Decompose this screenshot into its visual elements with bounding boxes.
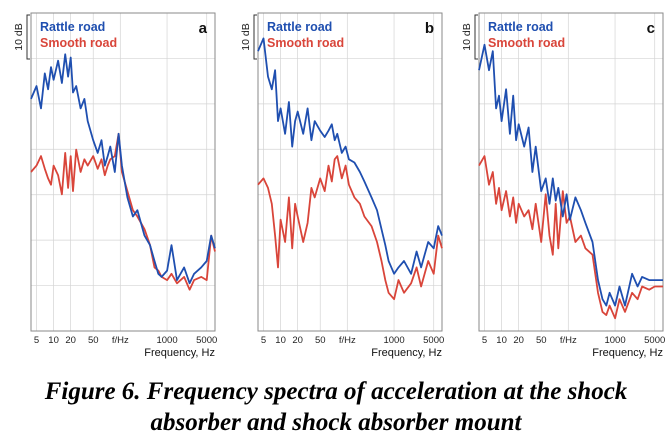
x-tick-label: 5000: [196, 335, 217, 346]
legend-smooth-road: Smooth road: [40, 36, 117, 50]
x-tick-label: 20: [292, 335, 303, 346]
x-axis-label: Frequency, Hz: [592, 347, 663, 359]
x-tick-label: 10: [275, 335, 286, 346]
figure-caption: Figure 6. Frequency spectra of accelerat…: [0, 376, 672, 438]
x-tick-label: 20: [513, 335, 524, 346]
x-tick-label: f/Hz: [112, 335, 129, 346]
x-tick-label: 5000: [423, 335, 444, 346]
scale-label: 10 dB: [13, 23, 25, 50]
scale-bracket: [253, 14, 257, 60]
legend-rattle-road: Rattle road: [267, 20, 332, 34]
legend-rattle-road: Rattle road: [488, 20, 553, 34]
x-tick-label: 5: [34, 335, 39, 346]
series-line-rattle-road: [30, 53, 216, 285]
x-tick-label: 50: [536, 335, 547, 346]
x-tick-label: 5: [482, 335, 487, 346]
x-tick-label: 50: [315, 335, 326, 346]
panel-label: c: [647, 20, 655, 37]
scale-label: 10 dB: [240, 23, 252, 50]
series-line-rattle-road: [257, 37, 443, 275]
x-tick-label: 5: [261, 335, 266, 346]
x-tick-label: f/Hz: [339, 335, 356, 346]
x-tick-label: 20: [65, 335, 76, 346]
panel-label: b: [425, 20, 434, 37]
x-tick-label: 1000: [156, 335, 177, 346]
series-line-rattle-road: [478, 43, 663, 307]
x-tick-label: 1000: [383, 335, 404, 346]
scale-label: 10 dB: [461, 23, 473, 50]
x-tick-label: 1000: [604, 335, 625, 346]
plot-frame: [478, 12, 664, 332]
x-tick-label: 50: [88, 335, 99, 346]
series-line-smooth-road: [30, 132, 216, 291]
scale-bracket: [26, 14, 30, 60]
x-tick-label: f/Hz: [560, 335, 577, 346]
series-line-smooth-road: [257, 155, 443, 301]
scale-bracket: [474, 14, 478, 60]
plot-frame: [257, 12, 443, 332]
series-line-smooth-road: [478, 155, 663, 320]
legend-rattle-road: Rattle road: [40, 20, 105, 34]
legend-smooth-road: Smooth road: [488, 36, 565, 50]
x-axis-label: Frequency, Hz: [371, 347, 442, 359]
panel-label: a: [199, 20, 208, 37]
x-tick-label: 5000: [644, 335, 665, 346]
caption-line-2: absorber and shock absorber mount: [150, 409, 522, 436]
legend-smooth-road: Smooth road: [267, 36, 344, 50]
x-axis-label: Frequency, Hz: [144, 347, 215, 359]
x-tick-label: 10: [48, 335, 59, 346]
x-tick-label: 10: [496, 335, 507, 346]
caption-line-1: Figure 6. Frequency spectra of accelerat…: [44, 378, 628, 405]
